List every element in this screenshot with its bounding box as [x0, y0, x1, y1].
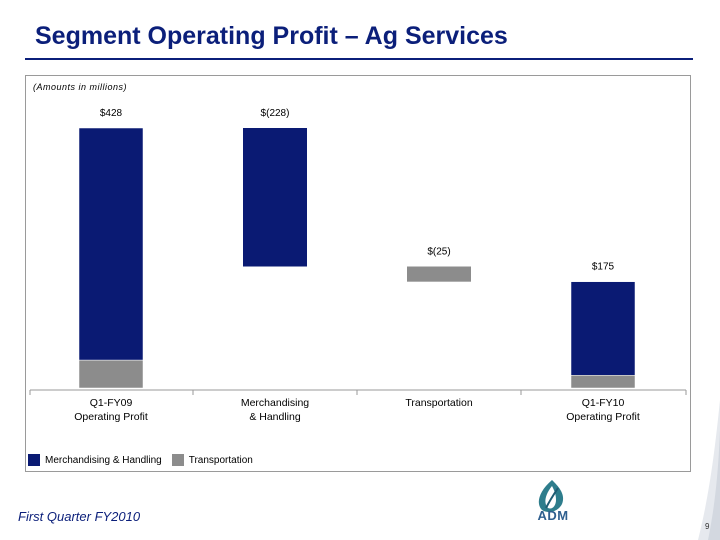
x-tick-label-2-0: Transportation: [405, 397, 472, 409]
data-label-1: $(228): [261, 108, 290, 119]
adm-logo-text: ADM: [537, 508, 569, 523]
legend-label-merchandising: Merchandising & Handling: [45, 454, 162, 466]
legend-item-transportation: Transportation: [171, 454, 253, 466]
bar-merchandising-0: [78, 127, 144, 361]
slide-title: Segment Operating Profit – Ag Services: [35, 22, 508, 50]
footer-quarter-label: First Quarter FY2010: [18, 509, 141, 524]
data-label-0: $428: [100, 108, 123, 119]
adm-leaf-icon: [538, 480, 564, 512]
x-tick-label-3-1: Operating Profit: [566, 411, 640, 423]
legend-swatch-transportation: [171, 454, 184, 466]
bar-merchandising-1: [243, 128, 307, 267]
title-underline: [25, 58, 693, 60]
chart-legend: Merchandising & Handling Transportation: [28, 453, 263, 467]
x-tick-label-1-0: Merchandising: [241, 397, 309, 409]
legend-swatch-merchandising: [28, 454, 40, 466]
bar-transportation-2: [407, 266, 471, 282]
x-tick-label-0-0: Q1-FY09: [90, 397, 133, 409]
chart-subtitle: (Amounts in millions): [33, 82, 128, 92]
x-tick-label-1-1: & Handling: [249, 411, 301, 423]
x-tick-label-3-0: Q1-FY10: [582, 397, 625, 409]
bar-merchandising-3: [570, 281, 636, 376]
data-label-2: $(25): [427, 247, 450, 258]
bar-transportation-3: [570, 374, 636, 389]
legend-label-transportation: Transportation: [188, 454, 253, 466]
page-number: 9: [705, 522, 710, 531]
data-label-3: $175: [592, 262, 615, 273]
legend-item-merchandising: Merchandising & Handling: [28, 454, 162, 466]
bar-transportation-0: [78, 359, 144, 389]
corner-decoration: [698, 400, 720, 540]
x-tick-label-0-1: Operating Profit: [74, 411, 148, 423]
